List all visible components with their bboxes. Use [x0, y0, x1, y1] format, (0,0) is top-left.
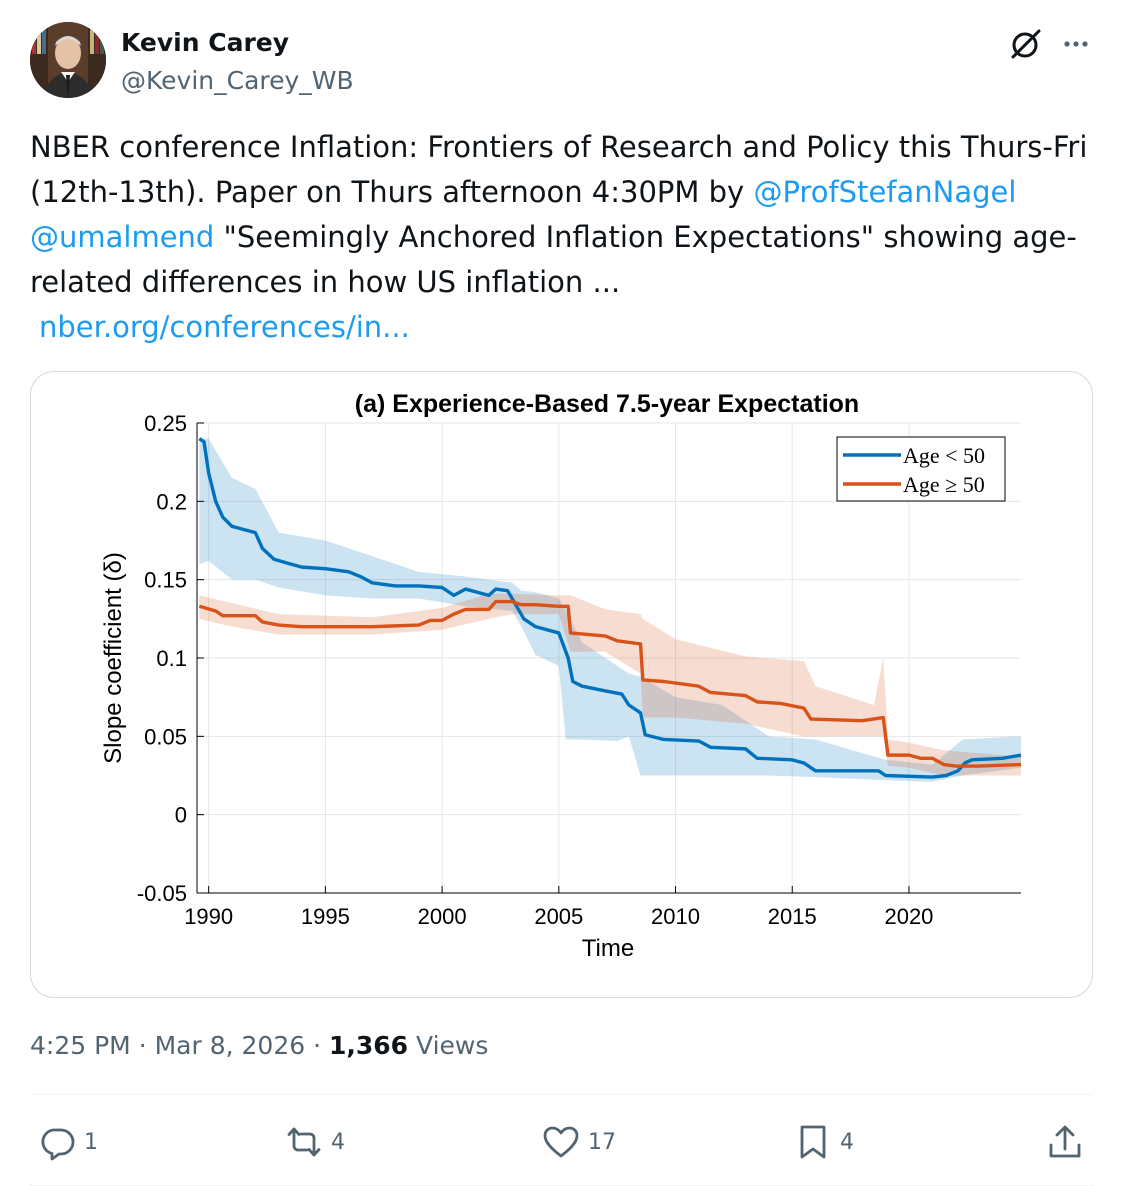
x-tick-label: 2020	[884, 904, 933, 929]
divider	[30, 1094, 1093, 1095]
author-name[interactable]: Kevin Carey	[121, 28, 290, 57]
chart-ylabel: Slope coefficient (δ)	[100, 552, 127, 764]
y-tick-label: 0.2	[156, 489, 187, 514]
y-tick-label: 0.15	[144, 568, 187, 593]
reply-button[interactable]: 1	[38, 1118, 98, 1166]
confidence-band-1	[199, 593, 1021, 776]
y-tick-label: 0.05	[144, 724, 187, 749]
legend-label-1: Age ≥ 50	[903, 472, 985, 497]
confidence-band-0	[199, 438, 1021, 782]
chart-xlabel: Time	[582, 935, 634, 962]
mention-link[interactable]: @ProfStefanNagel	[753, 175, 1017, 209]
reply-count: 1	[84, 1129, 98, 1155]
bookmark-count: 4	[840, 1129, 854, 1155]
tweet-date[interactable]: Mar 8, 2026	[154, 1031, 306, 1060]
like-icon	[543, 1126, 579, 1158]
meta-separator: ·	[138, 1031, 147, 1060]
external-link[interactable]: nber.org/conferences/in...	[39, 310, 410, 344]
more-icon[interactable]	[1058, 26, 1094, 62]
x-tick-label: 1990	[184, 904, 233, 929]
series-line-1	[198, 599, 1022, 768]
x-tick-label: 2005	[534, 904, 583, 929]
x-tick-label: 2015	[768, 904, 817, 929]
bookmark-icon	[800, 1125, 826, 1159]
legend-box	[836, 436, 1006, 502]
tweet-text-part: "Seemingly Anchored Inflation Expectatio…	[30, 220, 1077, 299]
y-tick-label: 0	[175, 803, 187, 828]
tweet-time[interactable]: 4:25 PM	[30, 1031, 131, 1060]
legend-label-0: Age < 50	[903, 443, 985, 468]
avatar[interactable]	[30, 22, 106, 98]
chart-title: (a) Experience-Based 7.5-year Expectatio…	[355, 390, 859, 418]
reply-icon	[41, 1128, 75, 1161]
views-label: Views	[416, 1031, 489, 1060]
y-tick-label: -0.05	[137, 881, 187, 906]
tweet-header: Kevin Carey @Kevin_Carey_WB	[30, 22, 1093, 102]
mention-link[interactable]: @umalmend	[30, 220, 215, 254]
like-count: 17	[588, 1129, 616, 1155]
repost-count: 4	[331, 1129, 345, 1155]
x-tick-label: 2000	[418, 904, 467, 929]
y-tick-label: 0.25	[144, 411, 187, 436]
share-button[interactable]	[1046, 1118, 1084, 1166]
repost-icon	[287, 1127, 321, 1157]
y-tick-label: 0.1	[156, 646, 187, 671]
action-bar: 1 4 17 4	[30, 1118, 1093, 1166]
bookmark-button[interactable]: 4	[794, 1118, 854, 1166]
grok-icon[interactable]	[1008, 26, 1044, 62]
views-count: 1,366	[329, 1031, 409, 1060]
x-tick-label: 1995	[301, 904, 350, 929]
meta-separator: ·	[313, 1031, 322, 1060]
tweet-meta: 4:25 PM · Mar 8, 2026 · 1,366 Views	[30, 1031, 488, 1060]
tweet-text: NBER conference Inflation: Frontiers of …	[30, 125, 1090, 350]
repost-button[interactable]: 4	[285, 1118, 345, 1166]
series-line-0	[198, 437, 1022, 779]
author-handle[interactable]: @Kevin_Carey_WB	[121, 66, 354, 95]
x-tick-label: 2010	[651, 904, 700, 929]
media-card[interactable]: -0.05 0 0.05 0.1 0.15 0.2 0.25 1990 1995 2000 2005…	[30, 371, 1093, 998]
chart: -0.05 0 0.05 0.1 0.15 0.2 0.25 1990 1995 2000 2005…	[100, 390, 1022, 962]
tweet-text-part: NBER conference Inflation: Frontiers of …	[30, 130, 1088, 209]
share-icon	[1049, 1125, 1081, 1158]
like-button[interactable]: 17	[542, 1118, 616, 1166]
